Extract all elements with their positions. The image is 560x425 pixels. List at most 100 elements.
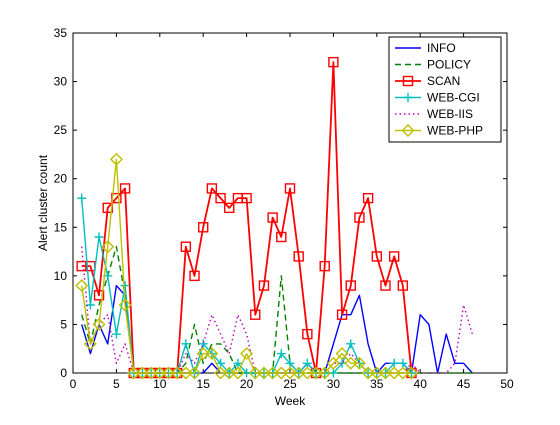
data-point-web-php — [396, 366, 410, 380]
legend-label: WEB-CGI — [427, 91, 480, 105]
y-axis-label: Alert cluster count — [36, 154, 50, 251]
data-point-web-php — [300, 366, 314, 380]
data-point-web-php — [205, 347, 219, 361]
x-tick-label: 35 — [370, 377, 384, 391]
data-point-scan — [328, 56, 339, 68]
legend-item-scan: SCAN — [395, 74, 460, 88]
data-point-web-php — [326, 356, 340, 370]
data-point-web-php — [170, 366, 184, 380]
data-point-scan — [336, 309, 348, 320]
data-point-web-cgi — [77, 193, 87, 203]
data-point-scan — [215, 192, 226, 204]
x-tick-label: 30 — [327, 377, 341, 391]
y-tick-label: 30 — [54, 75, 68, 89]
data-point-scan — [250, 309, 261, 320]
data-point-web-php — [335, 347, 349, 361]
data-point-web-cgi — [276, 349, 286, 359]
series-web-php — [75, 152, 419, 380]
data-point-scan — [258, 280, 270, 291]
data-point-web-php — [144, 366, 158, 380]
data-point-scan — [362, 192, 374, 204]
legend-label: WEB-IIS — [427, 107, 473, 121]
legend-marker — [403, 93, 413, 102]
x-axis-label: Week — [275, 394, 306, 408]
data-point-web-php — [135, 366, 149, 380]
data-point-web-php — [257, 366, 271, 380]
legend-marker — [402, 75, 414, 87]
data-point-web-cgi — [285, 358, 295, 368]
legend-marker — [401, 124, 415, 137]
data-point-web-php — [309, 366, 323, 380]
data-point-web-cgi — [346, 339, 356, 349]
x-tick-label: 25 — [283, 377, 297, 391]
data-point-web-cgi — [233, 358, 243, 368]
data-point-scan — [206, 183, 218, 194]
data-point-scan — [119, 183, 131, 194]
x-tick-label: 50 — [500, 377, 514, 391]
legend-label: POLICY — [427, 58, 471, 72]
legend-item-info: INFO — [395, 41, 456, 55]
data-point-web-php — [266, 366, 280, 380]
series-layer — [75, 56, 473, 380]
data-point-web-php — [222, 366, 236, 380]
data-point-web-cgi — [94, 232, 104, 242]
data-point-web-cgi — [216, 358, 226, 368]
data-point-scan — [189, 270, 200, 282]
data-point-web-cgi — [181, 339, 191, 349]
data-point-web-cgi — [198, 339, 208, 349]
x-tick-label: 5 — [113, 377, 120, 391]
data-point-web-php — [361, 366, 375, 380]
x-tick-label: 10 — [153, 377, 167, 391]
data-point-web-php — [118, 298, 132, 312]
data-point-web-cgi — [398, 358, 408, 368]
x-tick-label: 45 — [457, 377, 471, 391]
legend-label: INFO — [427, 41, 456, 55]
data-point-web-php — [283, 366, 297, 380]
y-tick-label: 35 — [54, 26, 68, 40]
data-point-scan — [319, 260, 330, 272]
y-tick-label: 5 — [60, 317, 67, 331]
data-point-web-php — [240, 347, 254, 361]
data-point-scan — [241, 192, 252, 204]
data-point-web-php — [92, 317, 106, 331]
data-point-scan — [293, 251, 304, 262]
data-point-scan — [276, 231, 287, 243]
data-point-web-php — [387, 366, 401, 380]
data-point-scan — [267, 212, 278, 223]
data-point-scan — [180, 241, 192, 252]
y-axis-ticks: 0 5 10 15 20 25 30 35 — [54, 26, 507, 380]
y-tick-label: 10 — [54, 269, 68, 283]
data-point-web-php — [161, 366, 175, 380]
data-point-web-php — [101, 240, 115, 254]
data-point-web-php — [292, 366, 306, 380]
data-point-scan — [354, 212, 365, 223]
data-point-scan — [197, 222, 209, 233]
data-point-web-php — [274, 366, 288, 380]
x-tick-label: 15 — [197, 377, 211, 391]
x-axis-ticks: 0 5 10 15 20 25 30 35 40 45 50 — [70, 33, 514, 391]
data-point-web-php — [344, 356, 358, 370]
legend-item-web-php: WEB-PHP — [395, 124, 483, 138]
data-point-scan — [380, 280, 391, 291]
data-point-web-cgi — [389, 358, 399, 368]
chart-legend: INFO POLICY SCAN WEB-CGI WEB-IIS WEB-PHP — [388, 36, 502, 143]
data-point-web-php — [196, 347, 210, 361]
y-tick-label: 15 — [54, 220, 68, 234]
data-point-web-php — [318, 366, 332, 380]
data-point-web-php — [405, 366, 419, 380]
data-point-web-php — [231, 366, 245, 380]
data-point-scan — [397, 280, 409, 291]
data-point-web-php — [352, 356, 366, 370]
data-point-scan — [284, 183, 296, 194]
legend-item-web-iis: WEB-IIS — [395, 107, 473, 121]
x-tick-label: 20 — [240, 377, 254, 391]
data-point-scan — [345, 280, 356, 291]
data-point-scan — [371, 251, 382, 262]
data-point-web-php — [214, 366, 228, 380]
data-point-web-php — [83, 337, 97, 351]
data-point-web-php — [75, 279, 89, 293]
x-tick-label: 40 — [414, 377, 428, 391]
data-point-scan — [93, 290, 105, 301]
data-point-web-php — [109, 152, 123, 166]
